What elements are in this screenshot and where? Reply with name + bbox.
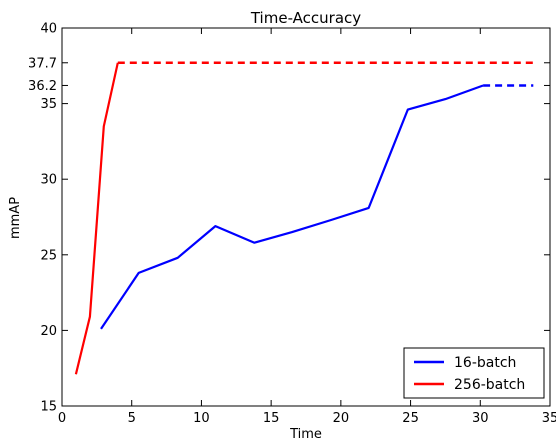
legend-label-256-batch: 256-batch	[454, 377, 525, 393]
y-tick-label: 36.2	[28, 79, 57, 94]
x-tick-label: 30	[472, 411, 489, 426]
chart-title: Time-Accuracy	[250, 9, 361, 27]
x-tick-label: 20	[333, 411, 350, 426]
y-tick-label: 35	[40, 97, 57, 112]
plot-frame	[61, 27, 551, 407]
plot-area: 0 5 10 15 20 25 30 35 15 20 25 30 35 36.2 37.7 40	[28, 22, 556, 427]
x-tick-label: 0	[58, 411, 66, 426]
y-tick-label: 40	[40, 22, 57, 37]
x-tick-label: 15	[263, 411, 280, 426]
y-tick-label: 30	[40, 173, 57, 188]
legend: 16-batch 256-batch	[403, 347, 545, 399]
x-tick-label: 5	[128, 411, 136, 426]
y-tick-label: 25	[40, 248, 57, 263]
x-tick-label: 10	[193, 411, 210, 426]
y-tick-label: 37.7	[28, 56, 57, 71]
y-tick-label: 20	[40, 324, 57, 339]
series-line-256-batch	[74, 62, 119, 375]
legend-label-16-batch: 16-batch	[454, 355, 516, 371]
y-axis-title: mmAP	[8, 197, 23, 239]
x-tick-label: 35	[542, 411, 556, 426]
y-tick-label: 15	[40, 400, 57, 415]
x-tick-label: 25	[402, 411, 419, 426]
series-line-16-batch	[100, 84, 484, 330]
legend-box	[403, 347, 545, 399]
x-axis-title: Time	[289, 427, 322, 440]
